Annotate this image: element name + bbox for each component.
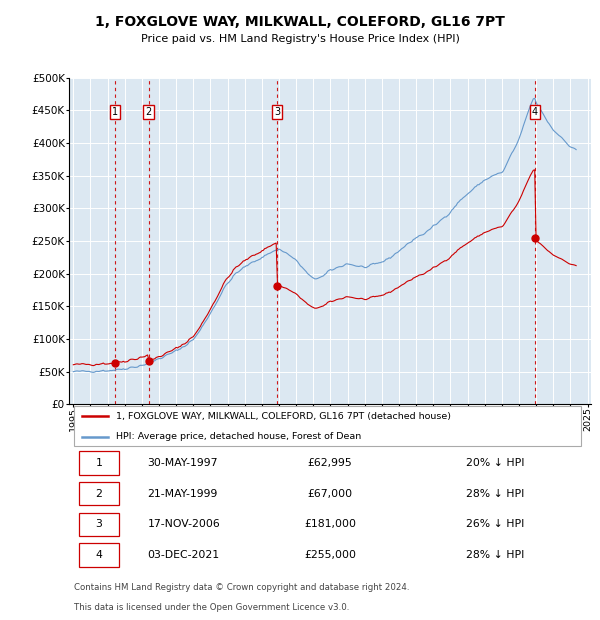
Text: £67,000: £67,000 <box>307 489 353 498</box>
Text: Contains HM Land Registry data © Crown copyright and database right 2024.: Contains HM Land Registry data © Crown c… <box>74 583 410 592</box>
Text: HPI: Average price, detached house, Forest of Dean: HPI: Average price, detached house, Fore… <box>116 432 361 441</box>
Text: Price paid vs. HM Land Registry's House Price Index (HPI): Price paid vs. HM Land Registry's House … <box>140 34 460 44</box>
Text: 1, FOXGLOVE WAY, MILKWALL, COLEFORD, GL16 7PT: 1, FOXGLOVE WAY, MILKWALL, COLEFORD, GL1… <box>95 16 505 30</box>
Point <box>110 358 119 368</box>
Text: 2: 2 <box>95 489 103 498</box>
Text: 28% ↓ HPI: 28% ↓ HPI <box>466 550 524 560</box>
Text: 3: 3 <box>274 107 280 117</box>
Text: 2: 2 <box>145 107 152 117</box>
Text: 3: 3 <box>95 520 103 529</box>
Text: 30-MAY-1997: 30-MAY-1997 <box>148 458 218 468</box>
Point <box>272 281 282 291</box>
Text: 4: 4 <box>532 107 538 117</box>
Point <box>144 356 154 366</box>
Text: 28% ↓ HPI: 28% ↓ HPI <box>466 489 524 498</box>
Text: 21-MAY-1999: 21-MAY-1999 <box>148 489 218 498</box>
Text: 20% ↓ HPI: 20% ↓ HPI <box>466 458 524 468</box>
FancyBboxPatch shape <box>79 543 119 567</box>
Text: 1: 1 <box>112 107 118 117</box>
Text: £62,995: £62,995 <box>308 458 352 468</box>
Text: £181,000: £181,000 <box>304 520 356 529</box>
Text: 1: 1 <box>95 458 103 468</box>
Text: 17-NOV-2006: 17-NOV-2006 <box>148 520 220 529</box>
FancyBboxPatch shape <box>74 406 581 446</box>
Text: 26% ↓ HPI: 26% ↓ HPI <box>466 520 524 529</box>
FancyBboxPatch shape <box>79 482 119 505</box>
Text: 4: 4 <box>95 550 103 560</box>
Point <box>530 232 539 242</box>
Text: £255,000: £255,000 <box>304 550 356 560</box>
Text: This data is licensed under the Open Government Licence v3.0.: This data is licensed under the Open Gov… <box>74 603 350 611</box>
Text: 03-DEC-2021: 03-DEC-2021 <box>148 550 220 560</box>
Text: 1, FOXGLOVE WAY, MILKWALL, COLEFORD, GL16 7PT (detached house): 1, FOXGLOVE WAY, MILKWALL, COLEFORD, GL1… <box>116 412 451 421</box>
FancyBboxPatch shape <box>79 451 119 475</box>
FancyBboxPatch shape <box>79 513 119 536</box>
